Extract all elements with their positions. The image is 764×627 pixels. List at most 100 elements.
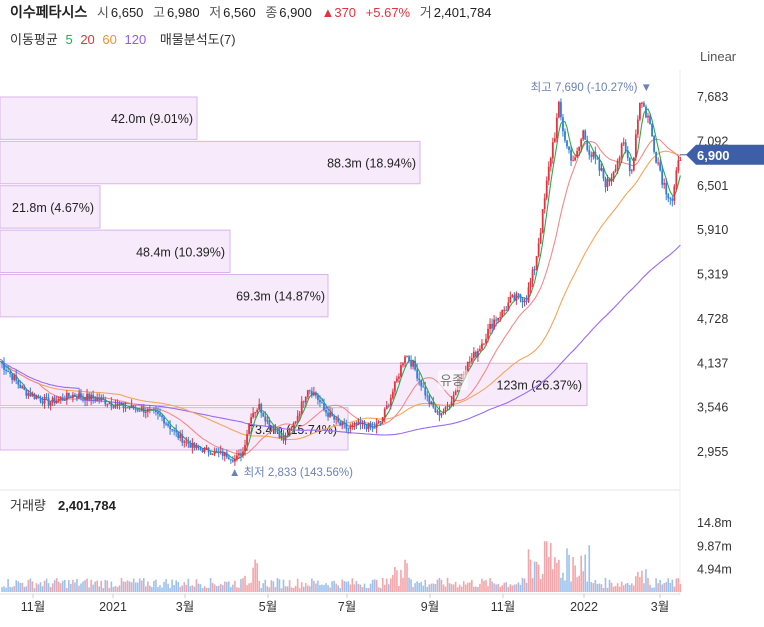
volume-bar: [313, 580, 315, 592]
candle: [428, 393, 431, 408]
candle-body: [487, 328, 489, 339]
volume-value: 2,401,784: [433, 5, 492, 20]
candle-body: [298, 413, 301, 416]
candle: [365, 424, 368, 432]
candle: [519, 293, 522, 303]
candle: [296, 410, 299, 424]
candle: [424, 381, 427, 400]
volume-bar: [392, 575, 394, 592]
volume-bar: [481, 578, 483, 592]
candle: [547, 161, 550, 186]
candle: [448, 404, 451, 410]
volume-bar: [149, 585, 151, 592]
ma-5[interactable]: 5: [65, 32, 73, 47]
volume-bar: [655, 578, 657, 592]
candle: [396, 375, 398, 383]
high-label: 고: [153, 5, 166, 20]
candle-body: [412, 360, 414, 367]
volume-bar: [274, 587, 277, 592]
candle-body: [315, 392, 317, 396]
candle: [248, 423, 250, 435]
volume-bar: [102, 588, 105, 592]
candle-body: [396, 378, 398, 382]
volume-bar: [503, 582, 506, 592]
candle: [406, 355, 408, 358]
candle: [302, 400, 305, 409]
candle: [645, 104, 647, 119]
candle: [312, 386, 315, 397]
candle-body: [17, 380, 20, 385]
candle-body: [341, 422, 344, 426]
candle-body: [43, 397, 46, 404]
candle-body: [343, 422, 346, 425]
candle: [288, 427, 291, 437]
volume-bar: [412, 587, 414, 592]
volume-bar: [347, 581, 350, 592]
volume-bar: [361, 587, 364, 592]
volume-bar: [479, 583, 481, 592]
candle-body: [49, 402, 52, 406]
candle: [444, 406, 447, 415]
candle: [41, 396, 44, 407]
ma120-line: [0, 244, 681, 436]
candle: [173, 428, 176, 436]
volume-bar: [529, 559, 532, 592]
candle-body: [248, 423, 250, 435]
candle-body: [636, 119, 639, 135]
ma-60[interactable]: 60: [102, 32, 117, 47]
candle-body: [497, 317, 500, 321]
moving-average-legend[interactable]: 이동평균 5 20 60 120 매물분석도(7): [10, 31, 240, 49]
candle: [67, 392, 70, 400]
volume-bar: [3, 586, 5, 592]
volume-bar: [560, 577, 562, 592]
candle: [114, 399, 117, 409]
candle-body: [213, 450, 216, 455]
volume-bar: [475, 586, 477, 592]
candle-body: [258, 404, 261, 410]
volume-profile-toggle[interactable]: 매물분석도(7): [159, 32, 236, 47]
volume-bar: [159, 585, 161, 592]
candle: [549, 156, 552, 172]
candle: [639, 102, 641, 122]
volume-bar: [215, 586, 218, 592]
volume-bar: [179, 586, 182, 592]
candle: [541, 208, 544, 234]
volume-bar: [663, 583, 665, 592]
candle: [201, 448, 204, 453]
candle-body: [130, 405, 133, 409]
candle: [242, 447, 244, 459]
candle-body: [181, 434, 184, 443]
candle: [122, 402, 125, 413]
x-axis-tick: 9월: [421, 600, 439, 614]
volume-bar: [608, 579, 611, 592]
candle-body: [679, 159, 682, 161]
volume-bar: [628, 584, 631, 592]
x-axis-tick: 11월: [491, 600, 515, 614]
candle: [497, 317, 500, 324]
volume-bar: [55, 578, 58, 592]
volume-bar: [256, 563, 258, 592]
volume-bar: [51, 583, 54, 592]
candle-body: [641, 102, 643, 104]
candle-body: [219, 451, 222, 453]
candle: [240, 448, 242, 462]
candle: [61, 393, 64, 402]
volume-bar: [98, 586, 101, 592]
volume-bar: [408, 577, 410, 592]
candle: [246, 429, 248, 451]
candle: [470, 353, 473, 364]
scale-toggle-button[interactable]: Linear: [700, 49, 737, 64]
candle-body: [398, 376, 400, 379]
volume-bar: [112, 587, 115, 592]
volume-bar: [631, 583, 633, 592]
candle: [389, 394, 392, 410]
candle-body: [290, 427, 293, 429]
ma-120[interactable]: 120: [124, 32, 147, 47]
price-axis-tick: 6,501: [697, 179, 728, 193]
volume-bar: [282, 579, 285, 592]
candle: [292, 421, 295, 431]
candle-body: [185, 441, 188, 443]
ma-20[interactable]: 20: [80, 32, 95, 47]
candle-body: [126, 407, 129, 409]
